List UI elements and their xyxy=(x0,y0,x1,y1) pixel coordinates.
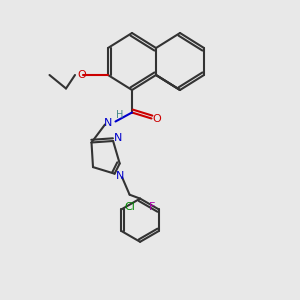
Text: O: O xyxy=(152,113,161,124)
Text: N: N xyxy=(104,118,112,128)
Text: N: N xyxy=(114,133,123,143)
Text: O: O xyxy=(77,70,86,80)
Text: F: F xyxy=(149,202,155,212)
Text: H: H xyxy=(116,110,123,121)
Text: Cl: Cl xyxy=(124,202,135,212)
Text: N: N xyxy=(116,171,124,181)
